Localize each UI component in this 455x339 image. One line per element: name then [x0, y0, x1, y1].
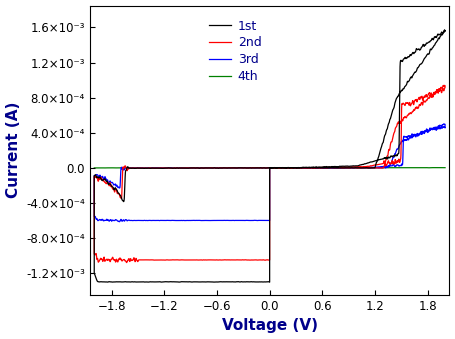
- 4th: [138, 166, 144, 170]
- 4th: [126, 166, 131, 170]
- 2nd: [274, 166, 280, 170]
- 2nd: [267, 166, 273, 170]
- Line: 2nd: 2nd: [94, 85, 445, 262]
- 3rd: [123, 166, 129, 170]
- Y-axis label: Current (A): Current (A): [5, 102, 20, 198]
- 3rd: [441, 122, 447, 126]
- 4th: [210, 166, 216, 170]
- 1st: [267, 280, 273, 284]
- 3rd: [416, 133, 421, 137]
- 4th: [442, 166, 448, 170]
- 3rd: [374, 166, 379, 170]
- 2nd: [440, 83, 446, 87]
- 3rd: [274, 166, 280, 170]
- 4th: [91, 166, 97, 170]
- Line: 1st: 1st: [94, 30, 445, 282]
- 2nd: [362, 165, 368, 169]
- 1st: [267, 166, 273, 170]
- 1st: [424, 41, 430, 45]
- 4th: [276, 166, 282, 170]
- 4th: [283, 166, 289, 170]
- 1st: [442, 28, 447, 32]
- X-axis label: Voltage (V): Voltage (V): [222, 318, 318, 334]
- 2nd: [267, 166, 273, 170]
- 4th: [244, 166, 249, 170]
- Legend: 1st, 2nd, 3rd, 4th: 1st, 2nd, 3rd, 4th: [204, 15, 267, 88]
- 2nd: [416, 105, 421, 109]
- 3rd: [267, 166, 273, 170]
- 3rd: [362, 165, 368, 170]
- 3rd: [117, 220, 122, 224]
- 1st: [416, 64, 421, 68]
- 2nd: [424, 95, 430, 99]
- 2nd: [123, 165, 129, 169]
- 1st: [374, 160, 379, 164]
- Line: 3rd: 3rd: [94, 124, 445, 222]
- 3rd: [267, 166, 273, 170]
- 3rd: [424, 127, 430, 131]
- 4th: [430, 166, 435, 170]
- 1st: [123, 168, 129, 172]
- 2nd: [374, 166, 379, 170]
- 1st: [267, 166, 273, 170]
- 1st: [362, 162, 368, 166]
- 1st: [274, 166, 280, 170]
- 4th: [151, 166, 157, 170]
- 2nd: [124, 260, 130, 264]
